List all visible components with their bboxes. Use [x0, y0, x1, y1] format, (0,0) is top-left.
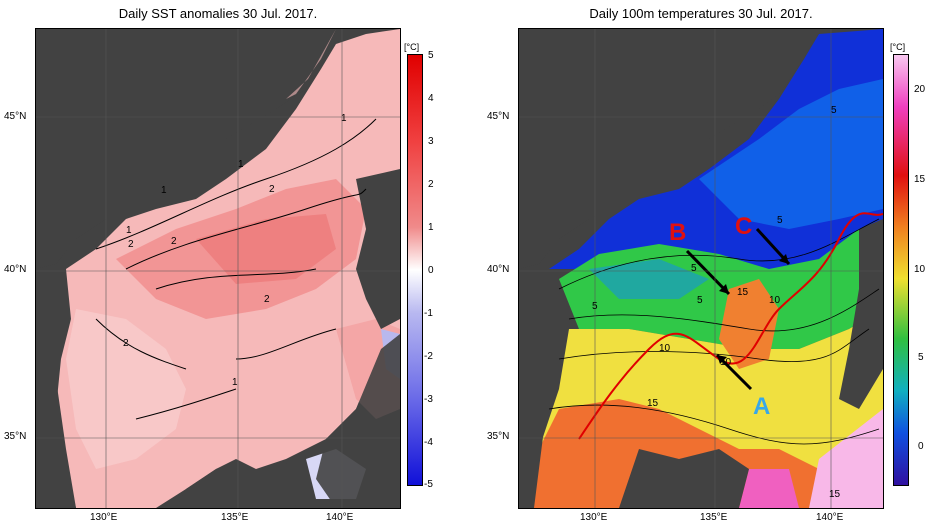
annotation-label-b: B — [669, 219, 687, 246]
contour-label: 10 — [659, 343, 671, 354]
colorbar-tick: 20 — [914, 84, 926, 95]
left-map-title: Daily SST anomalies 30 Jul. 2017. — [118, 6, 318, 21]
sst-anomaly-map-canvas — [36, 29, 400, 508]
contour-label: 10 — [720, 357, 732, 368]
colorbar-tick: -1 — [424, 308, 433, 319]
contour-label: 5 — [691, 263, 697, 274]
colorbar-tick: -3 — [424, 394, 433, 405]
lon-label: 140°E — [816, 512, 844, 523]
contour-label: 15 — [829, 489, 841, 500]
colorbar-tick: 15 — [914, 174, 926, 185]
contour-label: 2 — [128, 239, 134, 250]
contour-label: 5 — [831, 105, 837, 116]
lon-label: 135°E — [221, 512, 249, 523]
lon-label: 130°E — [90, 512, 118, 523]
annotation-label-c: C — [735, 213, 753, 240]
lon-label: 130°E — [580, 512, 608, 523]
contour-label: 5 — [697, 295, 703, 306]
colorbar-tick: 0 — [428, 265, 434, 276]
contour-label: 1 — [126, 225, 132, 236]
colorbar-tick: 1 — [428, 222, 434, 233]
annotation-label-a: A — [753, 393, 771, 420]
temperature-colorbar — [893, 54, 909, 486]
lon-label: 140°E — [326, 512, 354, 523]
contour-label: 2 — [171, 236, 177, 247]
lon-label: 135°E — [700, 512, 728, 523]
right-map-title: Daily 100m temperatures 30 Jul. 2017. — [589, 6, 813, 21]
colorbar-tick: 2 — [428, 179, 434, 190]
contour-label: 1 — [161, 185, 167, 196]
colorbar-tick: -4 — [424, 437, 433, 448]
contour-label: 1 — [238, 159, 244, 170]
sst-anomaly-colorbar — [407, 54, 423, 486]
lat-label: 40°N — [4, 264, 27, 275]
colorbar-tick: -2 — [424, 351, 433, 362]
lat-label: 45°N — [4, 111, 27, 122]
sst-anomaly-map: 1 1 1 1 2 2 2 2 1 2 — [35, 28, 401, 509]
contour-label: 1 — [341, 113, 347, 124]
colorbar-unit: [°C] — [404, 42, 420, 52]
colorbar-tick: 0 — [918, 441, 924, 452]
colorbar-tick: -5 — [424, 479, 433, 490]
contour-label: 2 — [264, 294, 270, 305]
lat-label: 35°N — [487, 431, 510, 442]
lat-label: 35°N — [4, 431, 27, 442]
contour-label: 2 — [269, 184, 275, 195]
colorbar-tick: 4 — [428, 93, 434, 104]
contour-label: 5 — [777, 215, 783, 226]
contour-label: 15 — [647, 398, 659, 409]
colorbar-tick: 5 — [918, 352, 924, 363]
colorbar-tick: 5 — [428, 50, 434, 61]
colorbar-tick: 3 — [428, 136, 434, 147]
lat-label: 40°N — [487, 264, 510, 275]
contour-label: 2 — [123, 338, 129, 349]
colorbar-unit: [°C] — [890, 42, 906, 52]
contour-label: 5 — [592, 301, 598, 312]
contour-label: 15 — [737, 287, 749, 298]
temperature-map-canvas — [519, 29, 883, 508]
lat-label: 45°N — [487, 111, 510, 122]
temperature-100m-map: 5 5 5 5 15 10 10 10 15 15 5 B C A — [518, 28, 884, 509]
colorbar-tick: 10 — [914, 264, 926, 275]
contour-label: 10 — [769, 295, 781, 306]
contour-label: 1 — [232, 377, 238, 388]
